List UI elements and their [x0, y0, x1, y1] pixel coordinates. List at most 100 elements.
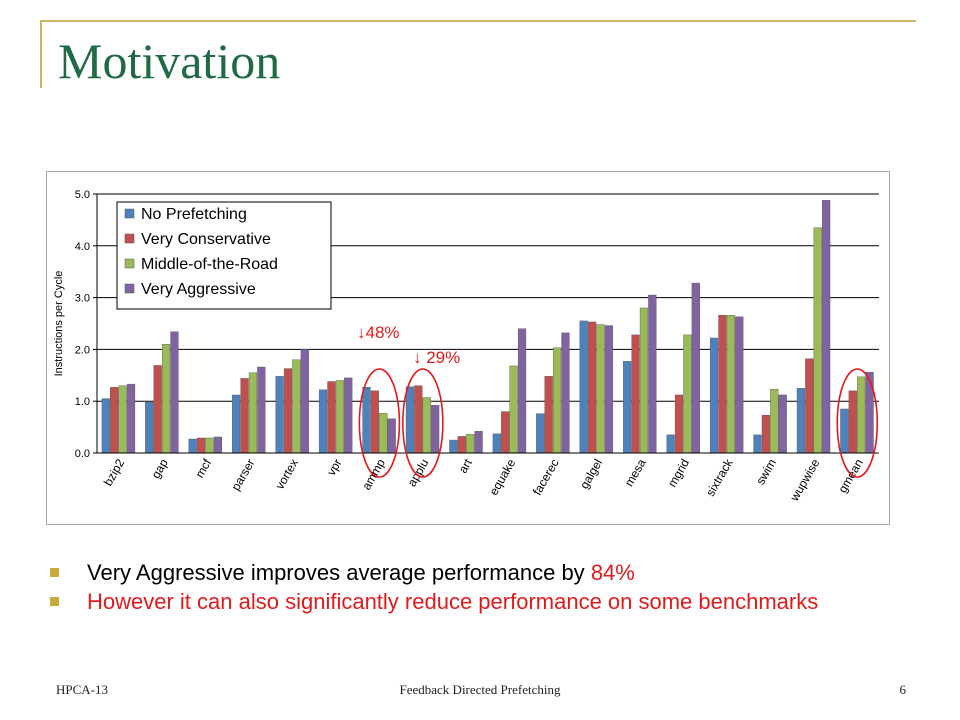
bar-mgrid-1 — [666, 434, 675, 454]
title-rule-vertical — [40, 20, 42, 88]
x-tick-label: vortex — [273, 457, 301, 492]
bar-ammp-4 — [387, 418, 396, 454]
bar-vpr-3 — [335, 380, 344, 454]
legend-swatch — [124, 208, 135, 219]
bullet-text: Very Aggressive improves average perform… — [87, 560, 591, 585]
bar-parser-4 — [257, 366, 266, 454]
bar-art-3 — [466, 434, 475, 454]
bar-parser-1 — [232, 394, 241, 454]
y-tick-label: 2.0 — [75, 344, 90, 356]
bar-wupwise-1 — [796, 388, 806, 454]
bullet-item-1: Very Aggressive improves average perform… — [48, 560, 908, 585]
bar-mcf-2 — [197, 437, 206, 454]
page-number: 6 — [899, 682, 907, 697]
bar-mesa-4 — [648, 294, 657, 454]
bar-ammp-3 — [379, 412, 388, 454]
bullet-list: Very Aggressive improves average perform… — [48, 560, 908, 618]
bar-vortex-3 — [292, 359, 301, 454]
bar-equake-1 — [492, 433, 501, 454]
x-tick-label: bzip2 — [101, 456, 128, 488]
chart-panel: 0.0 1.0 2.0 3.0 4.0 5.0 Instructions per Cycle… — [46, 171, 890, 525]
title-rule-horizontal — [40, 20, 916, 22]
legend-swatch — [124, 233, 135, 244]
x-tick-label: mgrid — [665, 457, 692, 490]
bar-gap-3 — [161, 344, 171, 454]
legend-box — [116, 201, 332, 310]
bar-bzip2-4 — [126, 383, 136, 454]
bar-gmean-1 — [840, 408, 849, 454]
bar-bzip2-1 — [101, 398, 110, 454]
bar-bzip2-3 — [118, 385, 127, 454]
highlight-ellipse-gmean — [836, 368, 879, 478]
bar-wupwise-2 — [805, 358, 814, 454]
bar-gmean-2 — [848, 390, 857, 454]
bar-applu-3 — [422, 397, 431, 454]
y-tick-label: 4.0 — [75, 241, 90, 253]
bullet-marker — [50, 597, 59, 606]
bar-art-1 — [449, 439, 458, 454]
bar-galgel-4 — [604, 325, 614, 454]
x-tick-label: vpr — [324, 456, 344, 477]
bar-mcf-3 — [205, 437, 214, 454]
x-tick-label: swim — [753, 456, 779, 487]
bar-wupwise-4 — [822, 200, 831, 454]
bar-sixtrack-4 — [735, 316, 744, 454]
highlight-ellipse-applu — [402, 368, 444, 478]
bar-applu-4 — [431, 405, 440, 454]
bar-art-2 — [457, 436, 466, 454]
legend-label: Very Aggressive — [141, 281, 256, 298]
bar-sixtrack-1 — [709, 337, 719, 454]
bar-gap-2 — [153, 365, 162, 454]
bar-vortex-4 — [300, 349, 309, 454]
y-tick-label: 0.0 — [75, 448, 90, 460]
x-tick-label: wupwise — [787, 456, 823, 504]
bar-wupwise-3 — [813, 227, 822, 454]
bar-vortex-1 — [275, 376, 284, 454]
x-tick-label: mesa — [622, 456, 649, 489]
bar-mgrid-4 — [691, 282, 700, 454]
bar-gap-4 — [170, 331, 179, 454]
bar-equake-3 — [509, 365, 518, 454]
footer-left: HPCA-13 — [56, 682, 109, 697]
y-tick-label: 3.0 — [75, 293, 90, 305]
bar-mesa-3 — [639, 307, 649, 454]
bar-galgel-2 — [588, 321, 597, 454]
bar-facerec-3 — [552, 347, 562, 454]
x-tick-label: galgel — [577, 457, 605, 492]
bar-vortex-2 — [283, 368, 293, 454]
bar-chart: 0.0 1.0 2.0 3.0 4.0 5.0 Instructions per Cycle… — [53, 189, 879, 504]
legend-swatch — [124, 283, 135, 294]
bar-equake-4 — [517, 328, 527, 454]
bar-mesa-2 — [631, 334, 640, 454]
legend-label: No Prefetching — [141, 206, 247, 223]
bar-parser-3 — [248, 372, 258, 454]
bar-mcf-1 — [188, 438, 197, 454]
annotation-label: ↓ 29% — [413, 348, 460, 367]
bar-facerec-1 — [536, 413, 545, 454]
bar-ammp-1 — [362, 387, 371, 454]
bar-facerec-2 — [544, 376, 553, 454]
slide-title: Motivation — [58, 33, 281, 89]
bullet-item-2: However it can also significantly reduce… — [48, 589, 908, 614]
bar-vpr-2 — [327, 381, 336, 454]
x-tick-label: gap — [149, 456, 171, 481]
y-axis-label: Instructions per Cycle — [53, 271, 65, 377]
bar-facerec-4 — [561, 332, 570, 454]
bar-bzip2-2 — [110, 387, 119, 454]
bar-sixtrack-2 — [718, 315, 727, 454]
bullet-text: However it can also significantly reduce… — [87, 589, 819, 614]
bar-applu-2 — [414, 385, 423, 454]
y-tick-label: 5.0 — [75, 189, 90, 201]
bar-mesa-1 — [623, 361, 632, 454]
bar-gmean-4 — [865, 371, 874, 454]
bar-applu-1 — [405, 386, 415, 454]
bar-vpr-4 — [344, 377, 353, 454]
bar-sixtrack-3 — [726, 315, 735, 454]
bar-equake-2 — [501, 411, 510, 454]
x-tick-label: parser — [229, 456, 258, 492]
bar-ammp-2 — [370, 390, 379, 454]
bullet-marker — [50, 568, 59, 577]
bar-parser-2 — [240, 378, 249, 454]
bar-mgrid-3 — [683, 334, 692, 454]
highlight-ellipse-ammp — [358, 368, 401, 478]
